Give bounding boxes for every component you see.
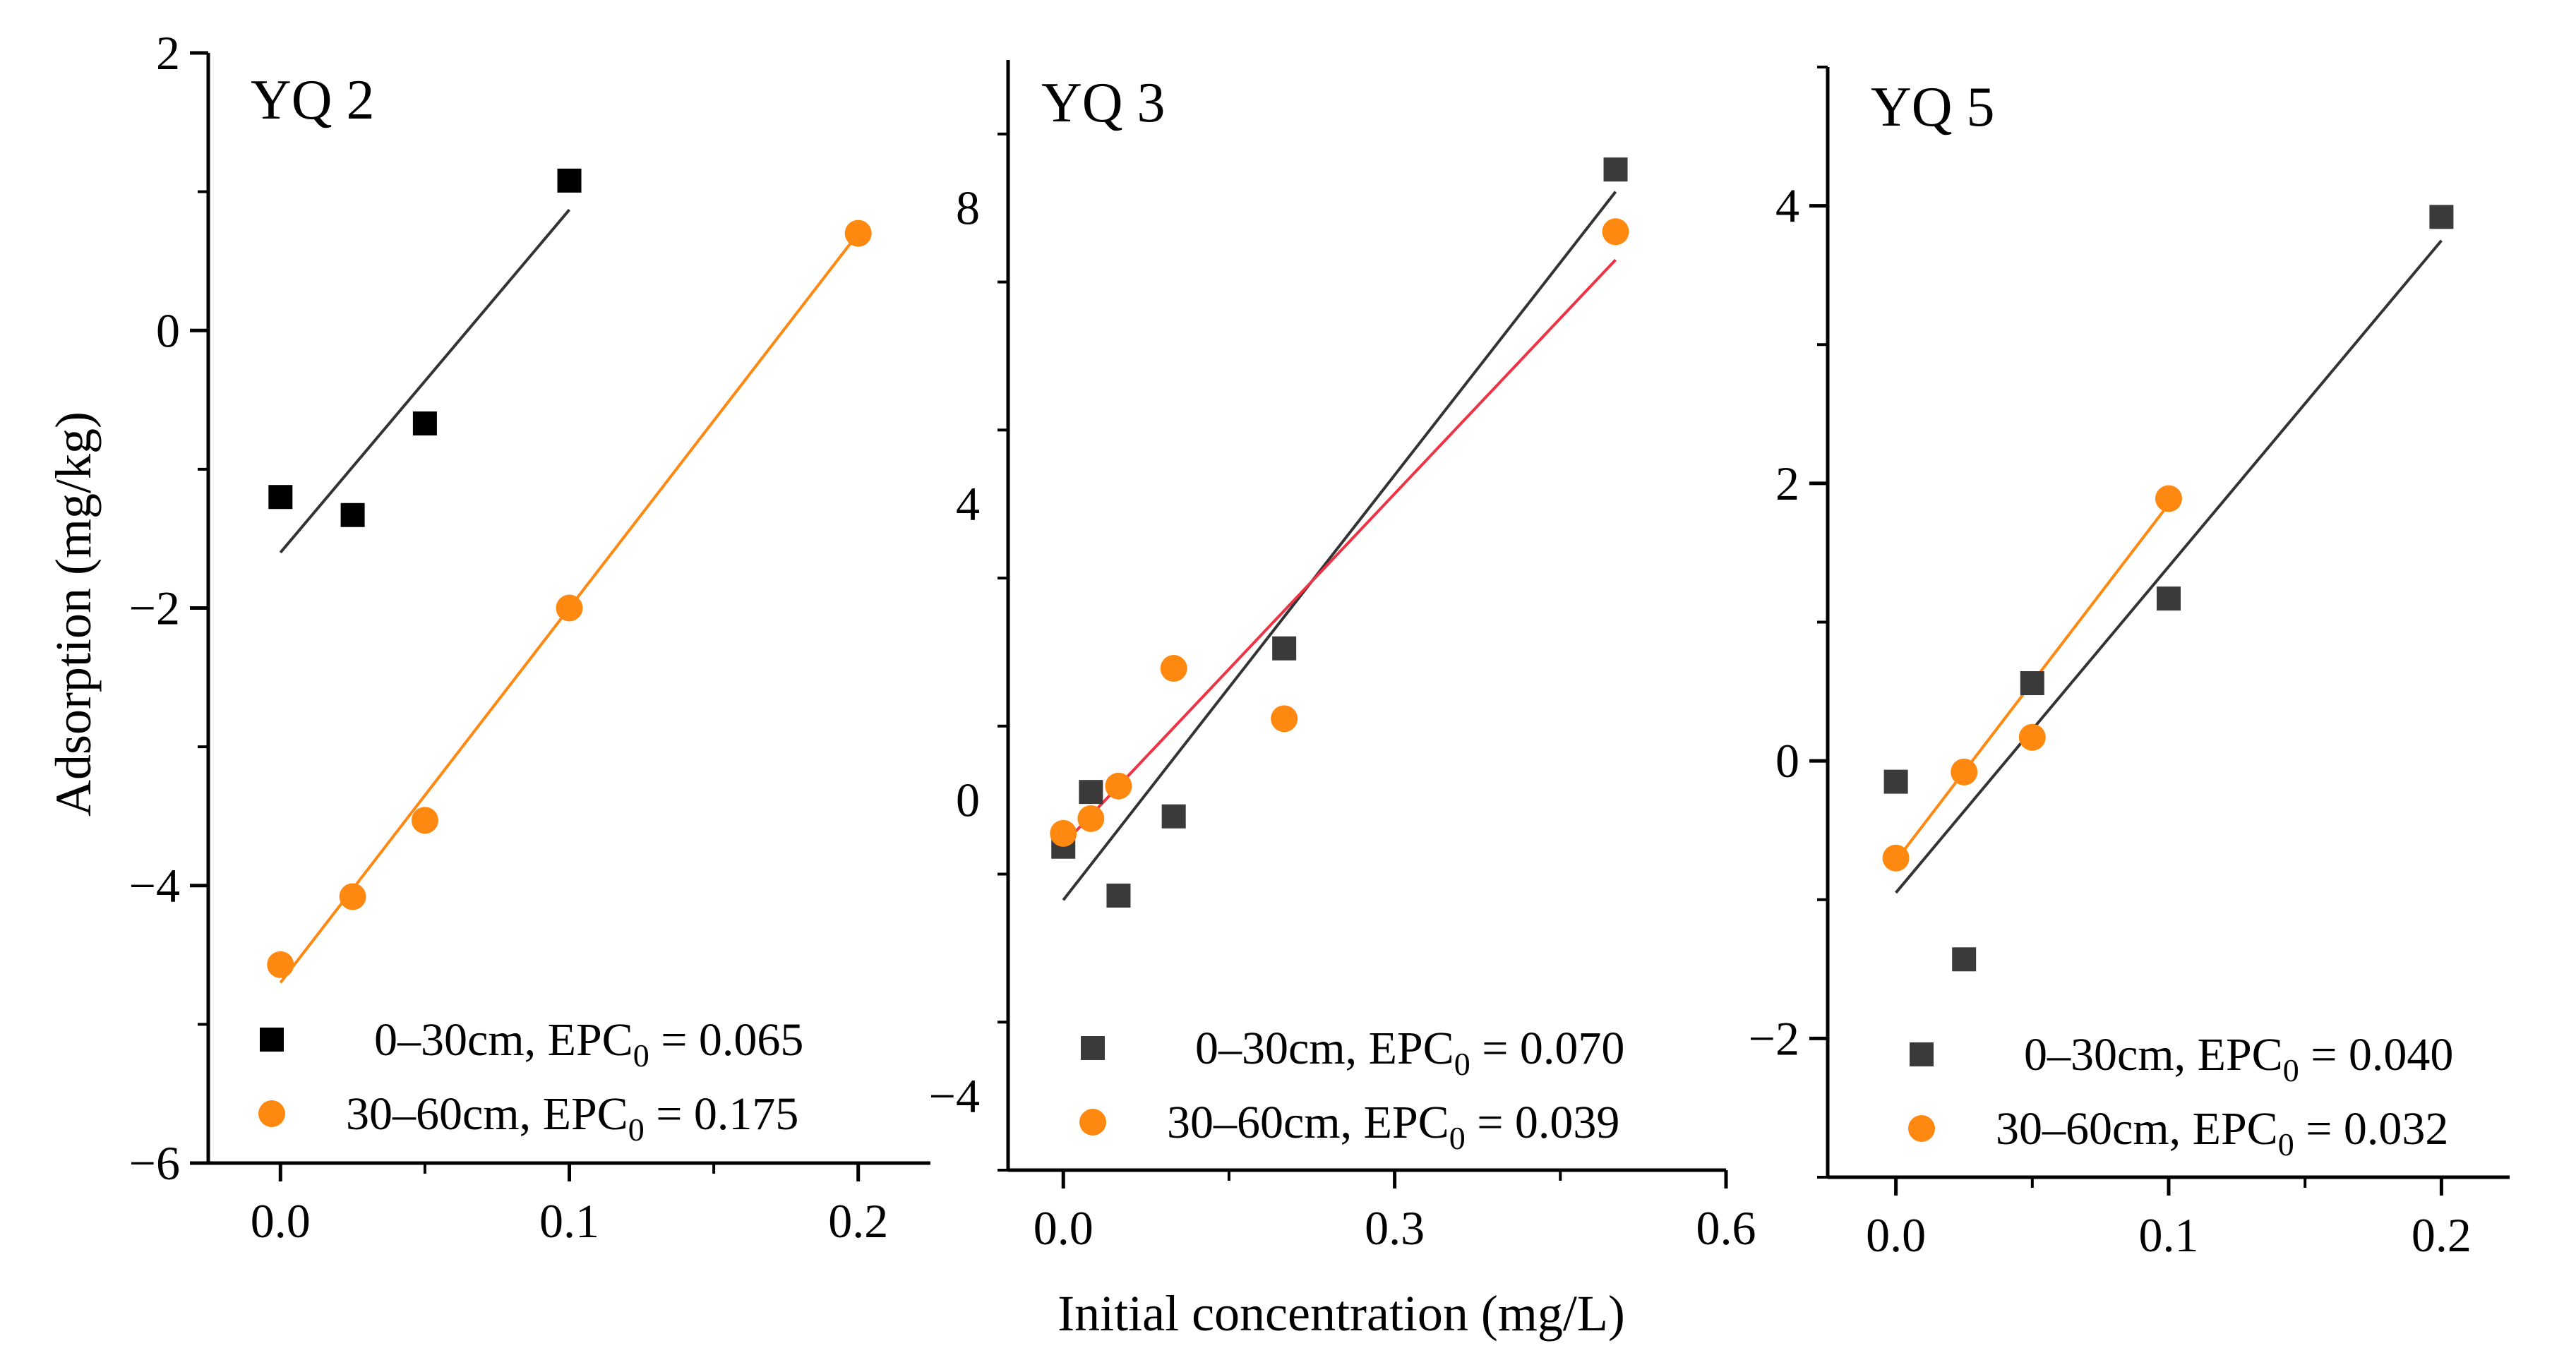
data-point-square	[1161, 804, 1186, 829]
legend-label: 30–60cm, EPC0 = 0.039	[1167, 1097, 1619, 1156]
fit-line-2	[1062, 258, 1617, 845]
y-tick-label: −4	[129, 859, 180, 913]
data-point-circle	[1602, 218, 1629, 246]
data-point-circle	[844, 219, 872, 247]
data-point-circle	[1882, 844, 1910, 872]
data-point-square	[2429, 205, 2454, 229]
y-axis-title: Adsorption (mg/kg)	[45, 411, 102, 817]
legend-label: 30–60cm, EPC0 = 0.032	[1996, 1103, 2448, 1162]
data-point-circle	[556, 594, 583, 622]
data-point-square	[557, 168, 582, 193]
y-tick-label: 4	[1775, 179, 1799, 233]
x-tick-label: 0.2	[2412, 1208, 2472, 1262]
data-point-square	[1106, 883, 1131, 908]
y-tick-label: 2	[1775, 457, 1799, 510]
panel-3: −2 0 2 4 0.0 0.1 0.2 YQ 5 0–30cm, EPC0 = 0.040 30…	[1749, 66, 2510, 1262]
y-tick-label: −4	[929, 1069, 980, 1123]
y-tick-label: −2	[1749, 1011, 1799, 1065]
data-point-circle	[267, 951, 294, 978]
data-point-square	[1883, 769, 1908, 794]
legend-marker-circle	[1079, 1109, 1106, 1136]
y-tick-label: −6	[129, 1136, 180, 1190]
x-tick-label: 0.1	[539, 1194, 599, 1248]
data-point-circle	[1271, 705, 1298, 733]
data-point-circle	[1951, 758, 1978, 786]
data-point-square	[2157, 586, 2181, 611]
data-point-circle	[1077, 805, 1105, 832]
panels: −6 −4 −2 0 2 0.0 0.1 0.2 YQ 2 0–30cm, EPC0 = 0.06…	[129, 26, 2510, 1262]
data-point-circle	[1160, 655, 1187, 682]
legend-label: 0–30cm, EPC0 = 0.065	[374, 1014, 803, 1073]
data-point-square	[2020, 671, 2044, 696]
data-point-square	[1079, 780, 1103, 805]
panel-title: YQ 3	[1041, 72, 1166, 134]
x-tick-label: 0.0	[1866, 1208, 1926, 1262]
data-point-circle	[411, 807, 438, 834]
x-axis-title: Initial concentration (mg/L)	[1058, 1285, 1625, 1342]
legend-label: 0–30cm, EPC0 = 0.070	[1195, 1023, 1624, 1082]
panel-2: −4 0 4 8 0.0 0.3 0.6 YQ 3 0–30cm, EPC0 = 0.070 30…	[929, 60, 1756, 1255]
y-tick-label: 0	[156, 303, 180, 357]
y-tick-label: 0	[956, 774, 980, 827]
panel-1: −6 −4 −2 0 2 0.0 0.1 0.2 YQ 2 0–30cm, EPC0 = 0.06…	[129, 26, 930, 1248]
data-point-square	[340, 503, 365, 527]
data-point-circle	[1105, 772, 1132, 800]
legend-marker-square	[260, 1028, 284, 1052]
fit-line-1	[1895, 239, 2443, 894]
y-tick-label: 2	[156, 26, 180, 80]
legend-marker-square	[1910, 1042, 1934, 1066]
data-point-circle	[2155, 485, 2182, 512]
legend-marker-circle	[1908, 1115, 1935, 1142]
x-tick-label: 0.6	[1696, 1201, 1756, 1255]
data-point-square	[412, 411, 437, 435]
data-point-circle	[2018, 723, 2046, 751]
data-point-square	[1952, 947, 1977, 972]
y-tick-label: 4	[956, 477, 980, 531]
data-point-circle	[339, 883, 366, 910]
y-tick-label: 8	[956, 181, 980, 235]
data-point-square	[1603, 157, 1628, 182]
data-point-circle	[1050, 819, 1077, 847]
fit-line-1	[1062, 191, 1617, 901]
fit-line-1	[279, 208, 571, 554]
legend-marker-circle	[258, 1100, 285, 1127]
legend-marker-square	[1081, 1036, 1105, 1060]
y-tick-label: 0	[1775, 734, 1799, 788]
x-tick-label: 0.2	[828, 1194, 888, 1248]
panel-title: YQ 2	[251, 69, 375, 131]
x-tick-label: 0.0	[1034, 1201, 1094, 1255]
y-tick-label: −2	[129, 582, 180, 635]
panel-title: YQ 5	[1871, 76, 1995, 138]
x-tick-label: 0.1	[2139, 1208, 2199, 1262]
data-point-square	[268, 485, 293, 510]
x-tick-label: 0.3	[1365, 1201, 1425, 1255]
x-tick-label: 0.0	[251, 1194, 311, 1248]
legend-label: 0–30cm, EPC0 = 0.040	[2024, 1029, 2453, 1088]
legend-label: 30–60cm, EPC0 = 0.175	[346, 1088, 798, 1148]
data-point-square	[1272, 636, 1297, 661]
